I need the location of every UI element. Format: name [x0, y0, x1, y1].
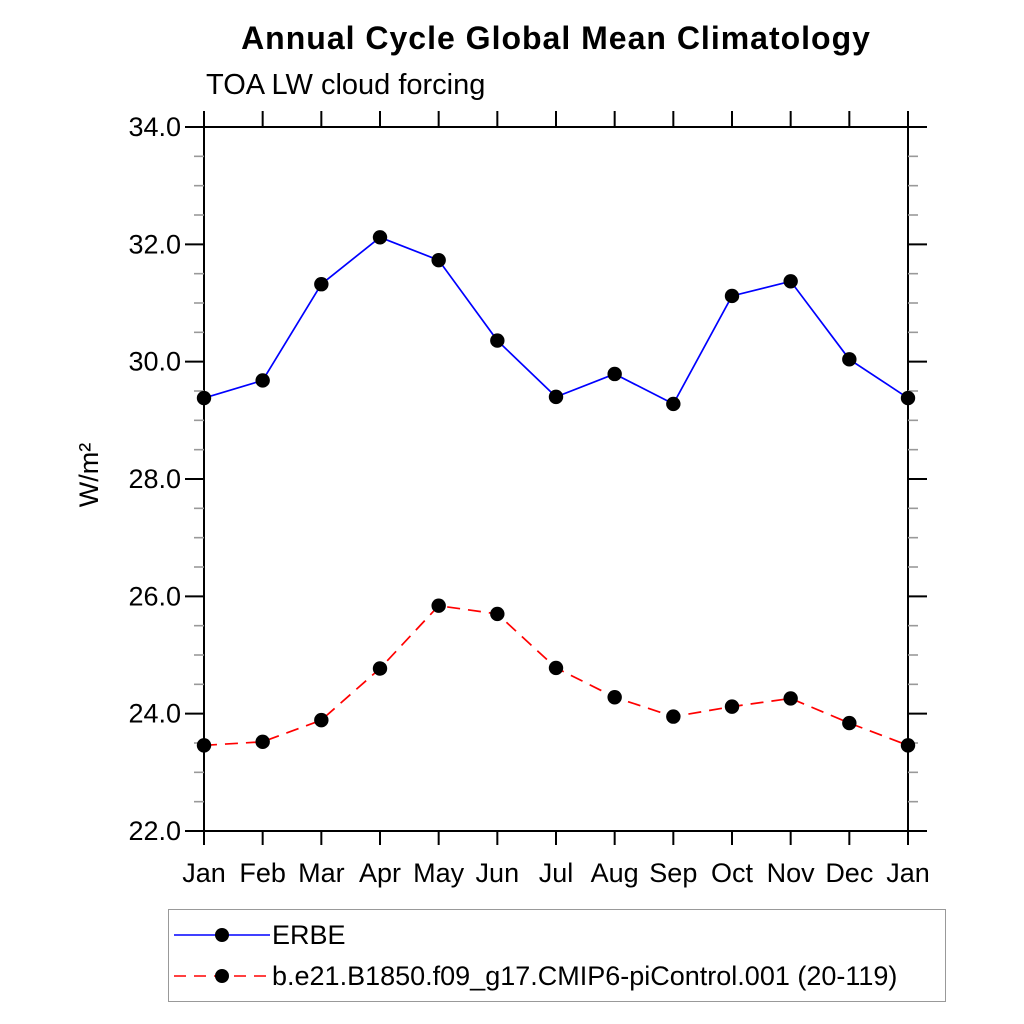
x-tick-label: Jan — [886, 858, 930, 888]
legend-item-erbe: ERBE — [169, 915, 945, 956]
data-point — [724, 288, 740, 304]
data-point — [255, 734, 270, 750]
data-point — [724, 699, 740, 714]
legend-item-model: b.e21.B1850.f09_g17.CMIP6-piControl.001 … — [169, 956, 945, 997]
y-tick-label: 30.0 — [128, 347, 181, 377]
data-point — [842, 352, 857, 367]
data-point — [607, 366, 622, 382]
data-point — [196, 738, 212, 753]
y-tick-label: 28.0 — [128, 464, 181, 494]
series-line-erbe — [203, 236, 909, 406]
chart-subtitle: TOA LW cloud forcing — [206, 69, 486, 101]
data-point — [666, 709, 681, 724]
data-point — [372, 661, 388, 676]
data-point — [314, 277, 329, 292]
x-tick-label: Nov — [767, 858, 816, 888]
x-tick-label: Sep — [649, 858, 697, 888]
erbe-legend-marker — [215, 928, 229, 942]
data-point — [255, 373, 270, 388]
y-tick-label: 24.0 — [128, 699, 181, 729]
x-tick-label: Jul — [539, 858, 574, 888]
data-point — [196, 390, 212, 406]
data-point — [548, 660, 564, 676]
legend-label-model: b.e21.B1850.f09_g17.CMIP6-piControl.001 … — [272, 960, 898, 991]
data-point — [607, 690, 622, 705]
data-point — [431, 598, 446, 613]
data-point — [314, 712, 329, 728]
x-tick-label: May — [413, 858, 465, 888]
data-point — [783, 691, 798, 706]
data-point — [900, 390, 916, 406]
model-line-sample-icon — [174, 969, 270, 983]
data-point — [490, 333, 505, 348]
data-point — [842, 715, 857, 731]
y-tick-label: 22.0 — [128, 816, 181, 846]
data-point — [431, 252, 446, 268]
y-tick-label: 34.0 — [128, 112, 181, 142]
x-tick-label: Apr — [359, 858, 401, 888]
data-point — [490, 606, 505, 622]
x-tick-label: Oct — [711, 858, 754, 888]
y-tick-label: 26.0 — [128, 581, 181, 611]
x-tick-label: Mar — [298, 858, 345, 888]
chart-title: Annual Cycle Global Mean Climatology — [241, 20, 871, 56]
model-legend-marker — [215, 969, 229, 983]
data-point — [783, 274, 798, 289]
y-tick-label: 32.0 — [128, 229, 181, 259]
x-tick-label: Feb — [239, 858, 286, 888]
data-point — [372, 230, 388, 245]
x-tick-label: Dec — [825, 858, 873, 888]
data-point — [900, 738, 916, 753]
legend-box: ERBE b.e21.B1850.f09_g17.CMIP6-piControl… — [168, 909, 946, 1002]
x-tick-label: Jan — [182, 858, 226, 888]
data-point — [548, 389, 564, 405]
legend-label-erbe: ERBE — [272, 919, 346, 950]
series-line-model — [203, 604, 909, 747]
erbe-line-sample-icon — [174, 928, 270, 942]
x-tick-label: Jun — [476, 858, 520, 888]
x-tick-label: Aug — [591, 858, 639, 888]
plot-frame — [203, 126, 909, 832]
data-point — [666, 396, 681, 412]
